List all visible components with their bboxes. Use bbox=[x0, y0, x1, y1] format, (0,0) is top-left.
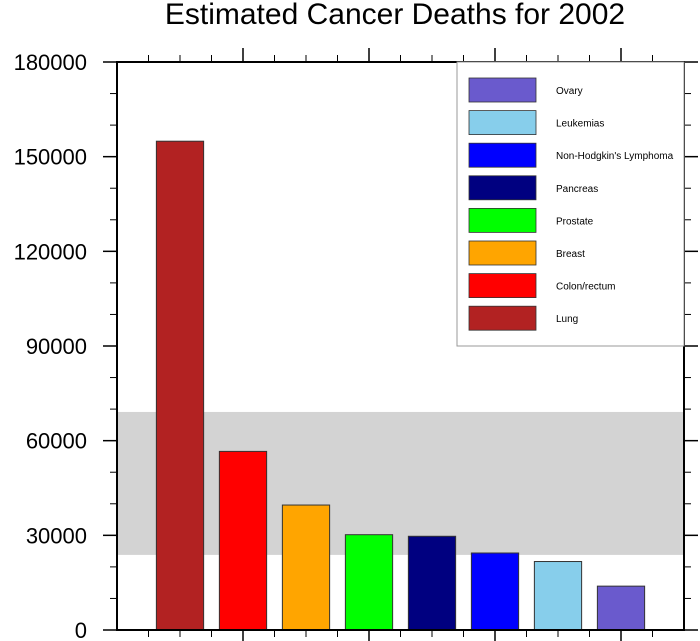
legend-label: Breast bbox=[556, 249, 585, 260]
shaded-band bbox=[117, 411, 684, 555]
legend-label: Pancreas bbox=[556, 184, 598, 195]
legend-box bbox=[456, 61, 685, 347]
y-tick-label: 150000 bbox=[14, 145, 87, 170]
legend-swatch bbox=[468, 77, 537, 103]
y-tick-label: 0 bbox=[75, 618, 87, 641]
legend-label: Colon/rectum bbox=[556, 282, 615, 293]
legend: Ovary Leukemias Non-Hodgkin's Lymphoma Panc… bbox=[456, 61, 685, 347]
legend-swatch bbox=[468, 273, 537, 299]
bar-ovary bbox=[596, 585, 646, 631]
bar-breast bbox=[281, 504, 331, 631]
bar-leukemias bbox=[533, 561, 583, 631]
legend-swatch bbox=[468, 142, 537, 168]
bar-non-hodgkin-s-lymphoma bbox=[470, 552, 520, 631]
legend-label: Prostate bbox=[556, 216, 594, 227]
legend-label: Ovary bbox=[556, 86, 583, 97]
bar-pancreas bbox=[407, 535, 457, 631]
bar-lung bbox=[155, 140, 205, 631]
chart-title: Estimated Cancer Deaths for 2002 bbox=[165, 0, 625, 31]
y-tick-label: 90000 bbox=[26, 334, 87, 359]
bar-prostate bbox=[344, 534, 394, 631]
legend-swatch bbox=[468, 240, 537, 266]
legend-swatch bbox=[468, 110, 537, 135]
legend-label: Non-Hodgkin's Lymphoma bbox=[556, 151, 674, 162]
legend-swatch bbox=[468, 305, 537, 331]
y-tick-label: 180000 bbox=[14, 50, 87, 75]
legend-swatch bbox=[468, 207, 537, 233]
legend-label: Lung bbox=[556, 314, 578, 325]
bar-colon-rectum bbox=[218, 450, 268, 631]
y-tick-label: 60000 bbox=[26, 429, 87, 454]
y-tick-label: 30000 bbox=[26, 523, 87, 548]
y-tick-label: 120000 bbox=[14, 239, 87, 264]
legend-swatch bbox=[468, 175, 537, 201]
legend-label: Leukemias bbox=[556, 119, 604, 130]
